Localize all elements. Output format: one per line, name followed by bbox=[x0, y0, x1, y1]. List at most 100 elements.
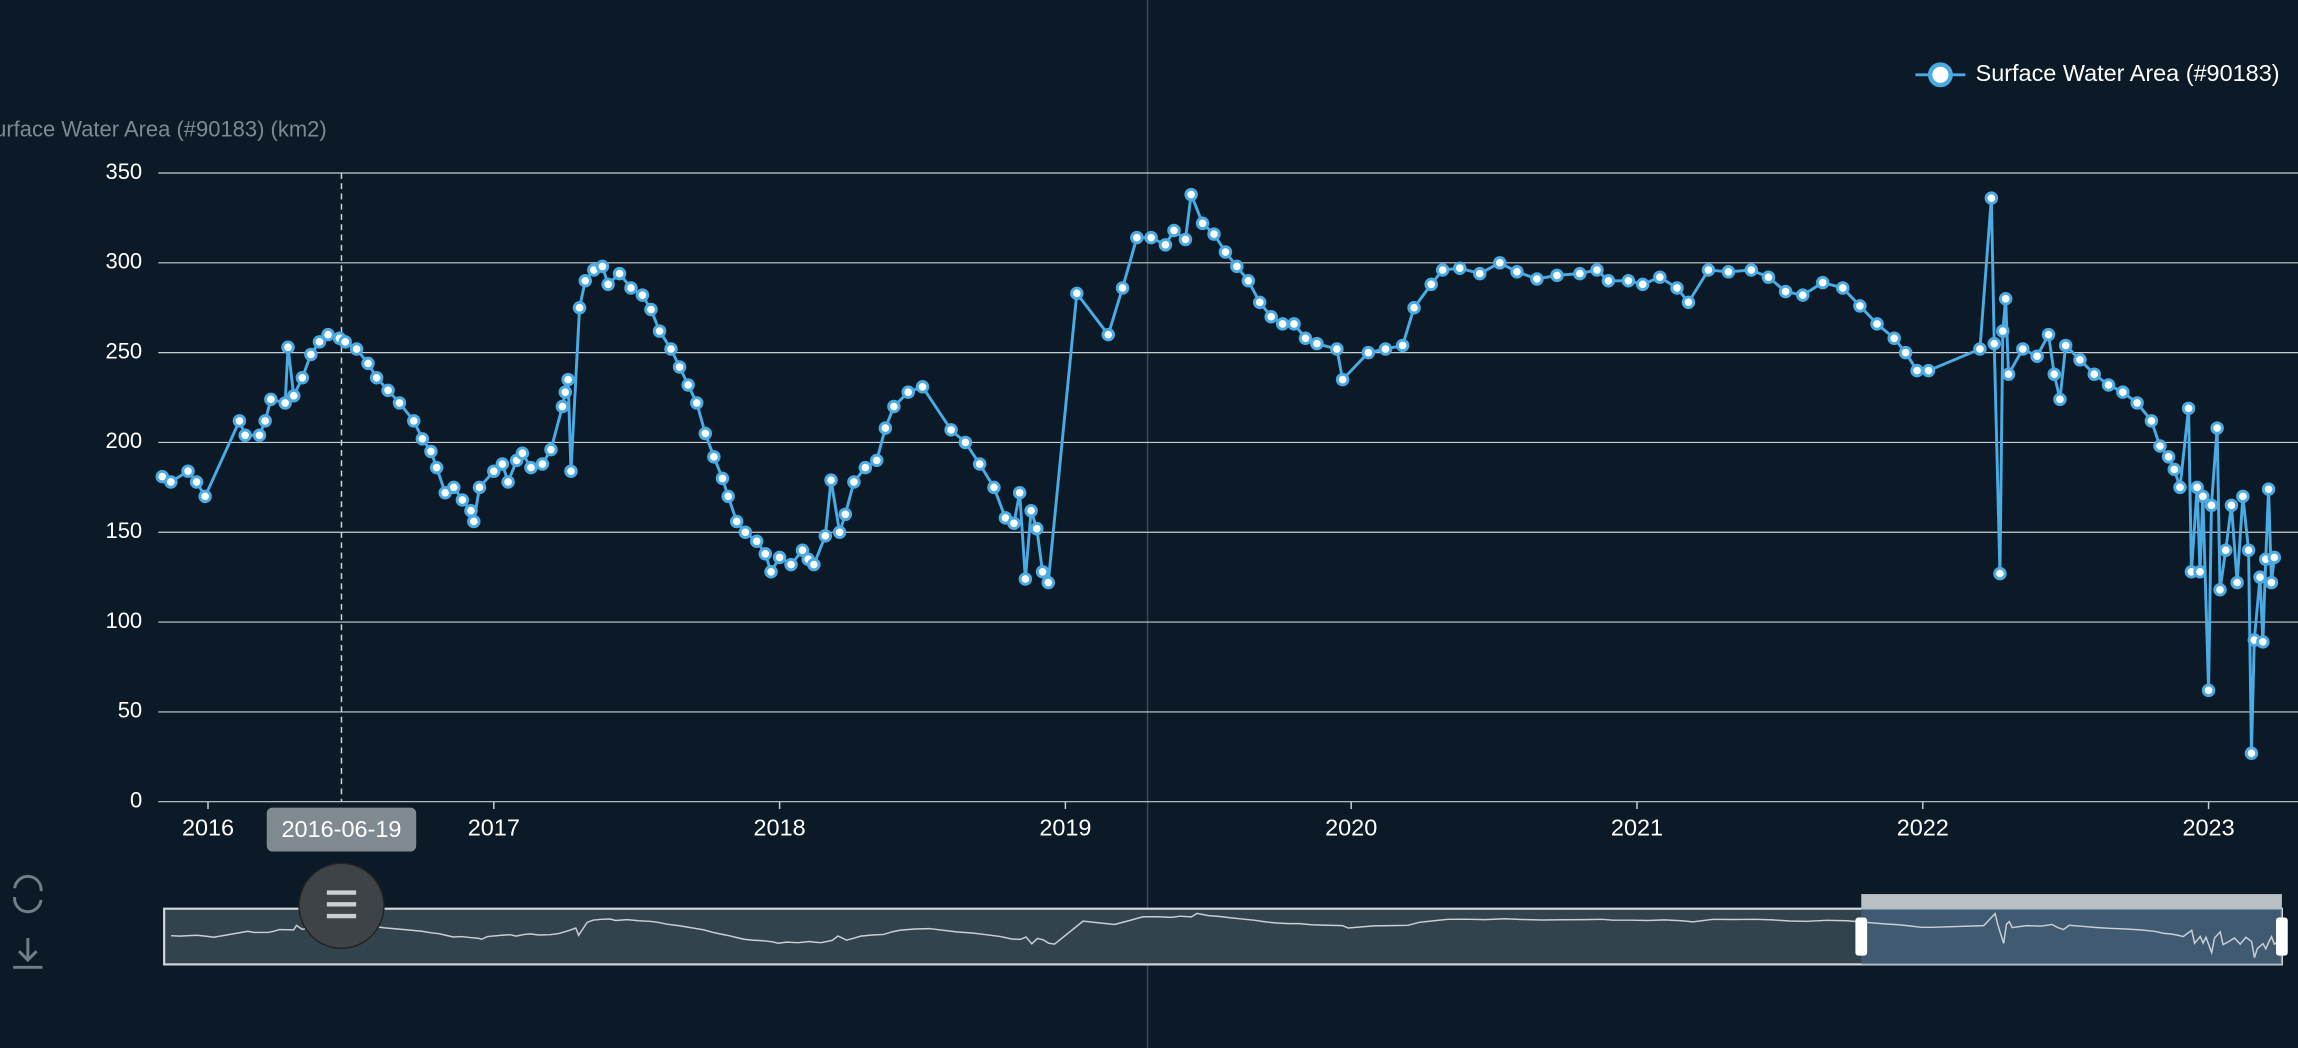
data-point bbox=[429, 460, 444, 475]
data-point bbox=[189, 475, 204, 489]
data-point bbox=[1573, 266, 1587, 281]
data-point bbox=[1041, 575, 1055, 590]
y-tick-label: 100 bbox=[106, 608, 143, 633]
legend-label[interactable]: Surface Water Area (#90183) bbox=[1976, 60, 2280, 86]
data-point bbox=[1395, 338, 1410, 353]
data-point bbox=[1435, 263, 1450, 277]
data-point bbox=[535, 457, 550, 471]
data-point bbox=[1264, 309, 1278, 324]
data-point bbox=[2196, 489, 2210, 504]
x-tick-label: 2017 bbox=[468, 815, 520, 841]
navigator[interactable] bbox=[163, 894, 2288, 966]
data-point bbox=[281, 340, 295, 354]
menu-icon[interactable] bbox=[326, 890, 357, 919]
data-point bbox=[1007, 516, 1021, 531]
data-point bbox=[1635, 277, 1650, 292]
reset-icon[interactable] bbox=[13, 875, 43, 914]
x-tick-label: 2020 bbox=[1325, 815, 1377, 841]
y-tick-label: 50 bbox=[118, 698, 142, 723]
data-point bbox=[698, 426, 713, 441]
data-point bbox=[2190, 480, 2204, 495]
data-point bbox=[681, 378, 695, 392]
data-point bbox=[1653, 270, 1667, 284]
data-point bbox=[455, 493, 470, 507]
y-axis-label: Surface Water Area (#90183) (km2) bbox=[0, 116, 327, 141]
data-point bbox=[198, 489, 212, 504]
data-point bbox=[1993, 566, 2007, 581]
data-point bbox=[2053, 392, 2067, 407]
y-tick-label: 0 bbox=[130, 788, 142, 813]
data-point bbox=[721, 489, 735, 504]
data-point bbox=[672, 360, 687, 374]
data-point bbox=[2224, 498, 2239, 513]
data-point bbox=[2236, 489, 2250, 504]
data-point bbox=[1744, 263, 1759, 277]
data-point bbox=[278, 396, 292, 410]
data-point bbox=[252, 428, 267, 443]
data-point bbox=[624, 281, 638, 295]
data-point bbox=[2173, 480, 2187, 495]
data-point bbox=[612, 266, 627, 281]
data-point bbox=[558, 385, 572, 399]
data-point bbox=[2161, 450, 2176, 464]
navigator-scrollbar[interactable] bbox=[1861, 894, 2282, 909]
data-point bbox=[2181, 401, 2196, 416]
data-point bbox=[689, 396, 704, 410]
x-tick-label: 2021 bbox=[1611, 815, 1663, 841]
data-point bbox=[847, 475, 861, 489]
data-point bbox=[764, 565, 778, 579]
data-point bbox=[2101, 378, 2116, 392]
data-point bbox=[707, 450, 721, 464]
data-point bbox=[1101, 327, 1116, 342]
data-point bbox=[1207, 227, 1221, 241]
data-point bbox=[2153, 439, 2167, 453]
data-point bbox=[795, 543, 810, 557]
data-point bbox=[807, 557, 821, 572]
data-point bbox=[738, 525, 753, 540]
data-point bbox=[784, 557, 798, 572]
data-point bbox=[312, 335, 327, 349]
data-point bbox=[2193, 565, 2207, 579]
data-point bbox=[1012, 486, 1027, 500]
data-point bbox=[2058, 338, 2073, 353]
data-point bbox=[2016, 342, 2030, 356]
data-point bbox=[2230, 575, 2244, 590]
data-point bbox=[392, 396, 407, 410]
data-point bbox=[1130, 230, 1144, 245]
data-point bbox=[958, 435, 973, 450]
data-point bbox=[1973, 342, 1987, 356]
data-point bbox=[1158, 238, 1173, 252]
data-point bbox=[878, 421, 893, 435]
data-point bbox=[1310, 336, 1324, 351]
data-point bbox=[2201, 683, 2216, 698]
data-point bbox=[887, 399, 901, 414]
data-point bbox=[1424, 277, 1438, 292]
data-point bbox=[1590, 263, 1604, 277]
data-point bbox=[1921, 363, 1936, 378]
data-point bbox=[2087, 367, 2101, 381]
data-point bbox=[2241, 543, 2256, 557]
plot-area bbox=[155, 187, 2282, 760]
data-point bbox=[1984, 191, 1999, 205]
data-point bbox=[2204, 498, 2219, 513]
navigator-handle[interactable] bbox=[1855, 917, 1868, 956]
data-point bbox=[381, 383, 395, 398]
data-point bbox=[572, 300, 587, 315]
data-point bbox=[1721, 265, 1736, 279]
data-point bbox=[715, 471, 730, 486]
legend[interactable]: Surface Water Area (#90183) bbox=[1915, 60, 2280, 88]
data-point bbox=[2244, 746, 2259, 760]
data-point bbox=[749, 534, 764, 548]
navigator-handle[interactable] bbox=[2276, 917, 2288, 956]
download-icon[interactable] bbox=[13, 938, 43, 969]
data-point bbox=[564, 464, 578, 478]
data-point bbox=[1115, 281, 1130, 295]
x-tick-label: 2019 bbox=[1039, 815, 1091, 841]
data-point bbox=[858, 460, 873, 475]
data-point bbox=[1184, 187, 1198, 202]
data-point bbox=[495, 457, 510, 471]
data-point bbox=[544, 442, 558, 457]
data-point bbox=[424, 444, 438, 459]
navigator-selection[interactable] bbox=[1861, 908, 2282, 965]
